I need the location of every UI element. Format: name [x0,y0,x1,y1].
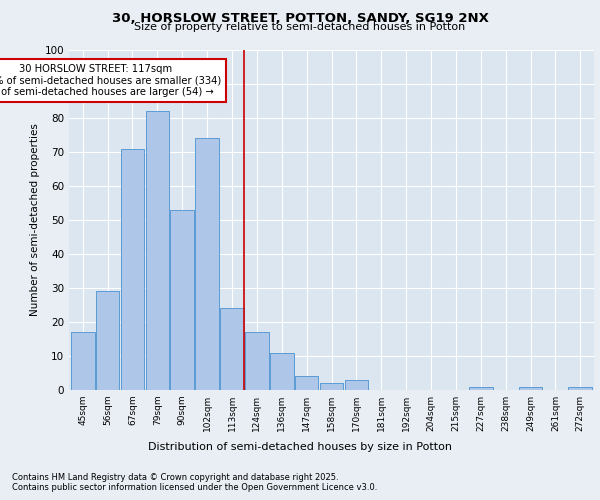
Bar [170,210,194,390]
Bar [344,380,368,390]
Text: 30 HORSLOW STREET: 117sqm
← 86% of semi-detached houses are smaller (334)
14% of: 30 HORSLOW STREET: 117sqm ← 86% of semi-… [0,64,221,97]
Bar [121,148,144,390]
Bar [71,332,95,390]
Bar [295,376,319,390]
Text: Contains HM Land Registry data © Crown copyright and database right 2025.: Contains HM Land Registry data © Crown c… [12,472,338,482]
Bar [568,386,592,390]
Bar [96,292,119,390]
Bar [320,383,343,390]
Text: Distribution of semi-detached houses by size in Potton: Distribution of semi-detached houses by … [148,442,452,452]
Bar [146,111,169,390]
Text: Size of property relative to semi-detached houses in Potton: Size of property relative to semi-detach… [134,22,466,32]
Y-axis label: Number of semi-detached properties: Number of semi-detached properties [31,124,40,316]
Bar [245,332,269,390]
Bar [270,352,293,390]
Bar [519,386,542,390]
Bar [195,138,219,390]
Text: 30, HORSLOW STREET, POTTON, SANDY, SG19 2NX: 30, HORSLOW STREET, POTTON, SANDY, SG19 … [112,12,488,26]
Text: Contains public sector information licensed under the Open Government Licence v3: Contains public sector information licen… [12,484,377,492]
Bar [469,386,493,390]
Bar [220,308,244,390]
